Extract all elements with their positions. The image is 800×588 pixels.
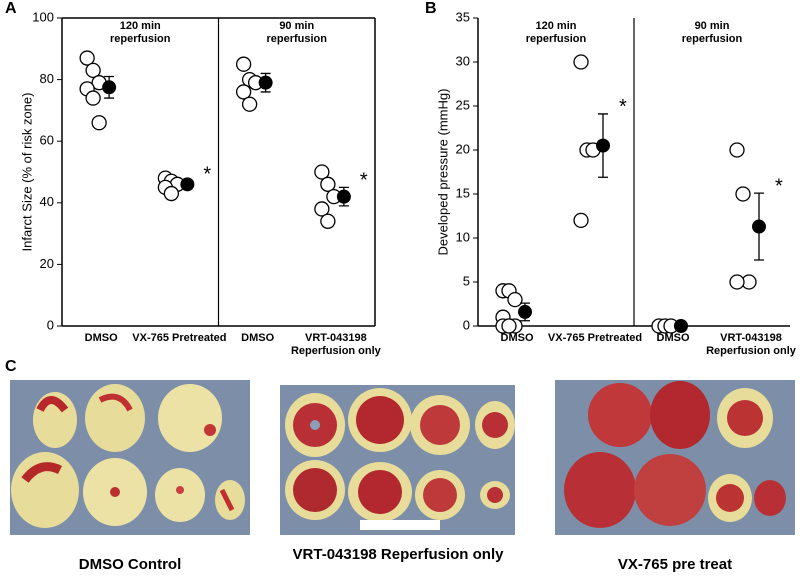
data-point [729, 274, 745, 290]
mean-point [596, 138, 610, 153]
data-point [320, 213, 336, 229]
data-point [729, 142, 745, 158]
y-tick-label: 10 [456, 229, 470, 244]
section-label: 120 min reperfusion [525, 20, 587, 45]
mean-point [752, 219, 766, 234]
data-point [235, 84, 252, 100]
data-point [501, 318, 517, 334]
photo-caption: VX-765 pre treat [617, 556, 733, 573]
data-point [85, 90, 101, 106]
photo-vx [555, 380, 795, 535]
data-point [235, 56, 252, 72]
x-tick-label: DMSO [500, 332, 534, 344]
data-point [314, 164, 330, 180]
y-tick-label: 20 [40, 256, 54, 271]
data-point [573, 212, 589, 229]
data-point [241, 96, 258, 112]
section-label: 120 min reperfusion [109, 20, 171, 45]
mean-point [518, 304, 532, 319]
data-point [314, 201, 330, 217]
mean-point [674, 319, 688, 333]
y-tick-label: 35 [456, 9, 470, 24]
data-point [573, 54, 589, 70]
data-point [91, 115, 107, 131]
mean-point [258, 75, 273, 90]
y-tick-label: 0 [47, 317, 54, 332]
panel-label: B [425, 0, 437, 17]
data-point [735, 186, 751, 202]
y-tick-label: 25 [456, 97, 470, 112]
data-point [85, 62, 101, 79]
data-point [507, 291, 523, 308]
panel-label: C [5, 358, 17, 375]
x-tick-label: DMSO [84, 332, 118, 344]
photos [10, 380, 795, 535]
data-point [320, 176, 336, 192]
data-point [163, 185, 180, 202]
y-tick-label: 15 [456, 185, 470, 200]
y-tick-label: 5 [463, 273, 470, 288]
x-tick-label: DMSO [241, 332, 275, 344]
charts: Infarct Size (% of risk zone) 0 20 40 60 80 10… [19, 9, 790, 334]
y-tick-label: 20 [456, 141, 470, 156]
mean-point [180, 177, 195, 192]
y-tick-label: 60 [40, 133, 54, 148]
significance-mark: * [360, 170, 368, 192]
y-tick-label: 40 [40, 194, 54, 209]
y-axis-label: Developed pressure (mmHg) [435, 89, 450, 256]
photo-caption: VRT-043198 Reperfusion only [292, 546, 504, 563]
x-tick-label: VX-765 Pretreated [547, 332, 643, 344]
panel-label: A [5, 0, 17, 17]
photo-vrt [280, 385, 515, 535]
photo-dmso [10, 380, 250, 535]
significance-mark: * [775, 175, 783, 197]
mean-point [102, 80, 117, 95]
x-tick-label: VRT-043198 Reperfusion only [706, 332, 796, 357]
x-tick-label: VRT-043198 Reperfusion only [290, 332, 381, 357]
x-tick-label: DMSO [656, 332, 690, 344]
significance-mark: * [619, 96, 627, 118]
x-tick-label: VX-765 Pretreated [132, 332, 227, 344]
y-tick-label: 100 [32, 9, 54, 24]
y-tick-label: 30 [456, 53, 470, 68]
section-label: 90 min reperfusion [681, 20, 743, 45]
section-label: 90 min reperfusion [266, 20, 327, 45]
data-point [79, 50, 95, 66]
y-tick-label: 0 [463, 317, 470, 332]
mean-point [336, 189, 351, 204]
y-axis-label: Infarct Size (% of risk zone) [19, 93, 34, 252]
significance-mark: * [203, 164, 211, 186]
photo-caption: DMSO Control [78, 556, 182, 573]
y-tick-label: 80 [40, 71, 54, 86]
